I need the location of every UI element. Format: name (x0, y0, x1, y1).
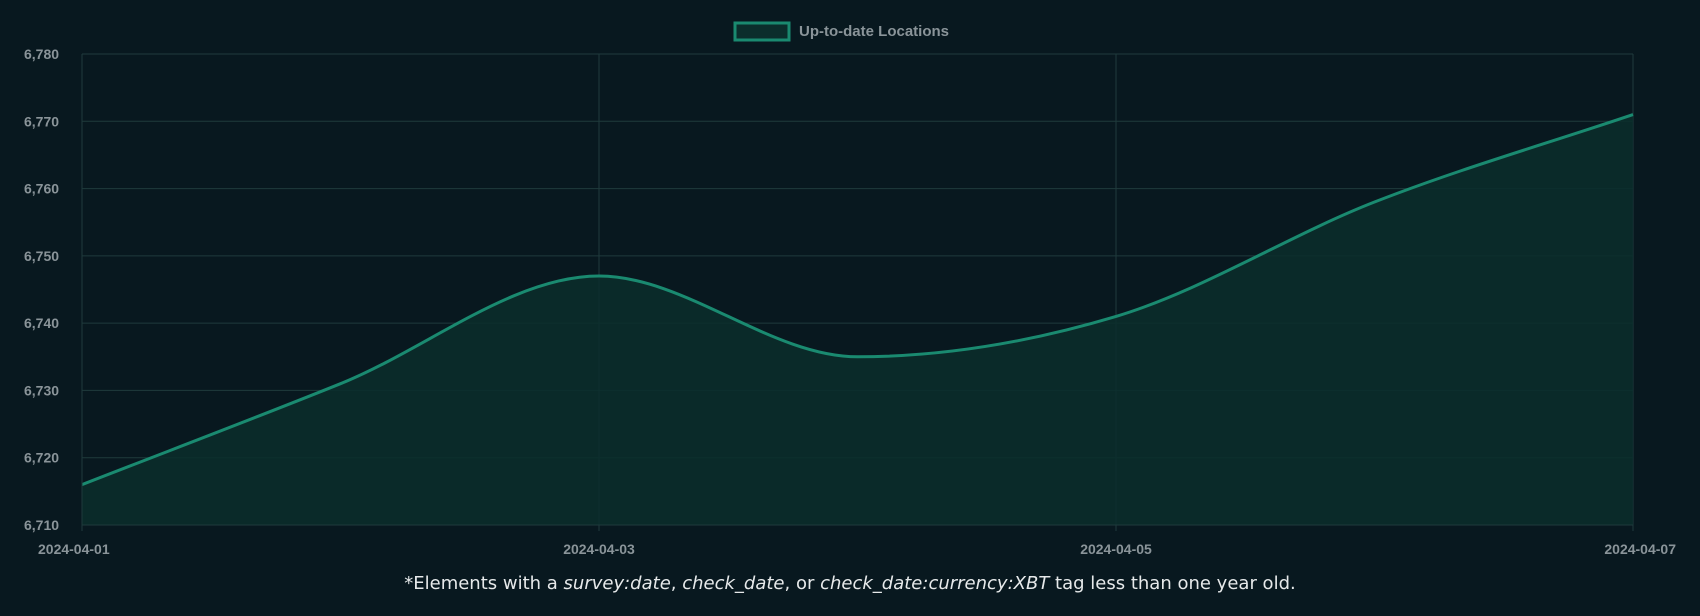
y-tick-label: 6,720 (24, 450, 59, 466)
y-tick-label: 6,740 (24, 315, 59, 331)
y-tick-label: 6,780 (24, 46, 59, 62)
footnote-sep-2: , or (785, 573, 821, 594)
footnote-sep-1: , (671, 573, 682, 594)
footnote: *Elements with a survey:date, check_date… (0, 573, 1700, 594)
x-tick-label: 2024-04-01 (38, 541, 110, 557)
footnote-tag-check-date-currency: check_date:currency:XBT (820, 573, 1049, 594)
y-tick-label: 6,760 (24, 181, 59, 197)
x-tick-label: 2024-04-07 (1604, 541, 1676, 557)
x-tick-label: 2024-04-03 (563, 541, 635, 557)
y-tick-label: 6,730 (24, 382, 59, 398)
footnote-tag-check-date: check_date (682, 573, 784, 594)
y-tick-label: 6,770 (24, 113, 59, 129)
footnote-tag-survey-date: survey:date (564, 573, 671, 594)
footnote-suffix: tag less than one year old. (1049, 573, 1295, 594)
x-tick-label: 2024-04-05 (1080, 541, 1152, 557)
footnote-prefix: *Elements with a (404, 573, 563, 594)
y-tick-label: 6,710 (24, 517, 59, 533)
legend[interactable]: Up-to-date Locations (735, 23, 949, 40)
y-tick-label: 6,750 (24, 248, 59, 264)
series-fill (82, 115, 1633, 525)
legend-label[interactable]: Up-to-date Locations (799, 23, 949, 40)
series-area (82, 114, 1633, 525)
legend-swatch[interactable] (735, 23, 789, 40)
